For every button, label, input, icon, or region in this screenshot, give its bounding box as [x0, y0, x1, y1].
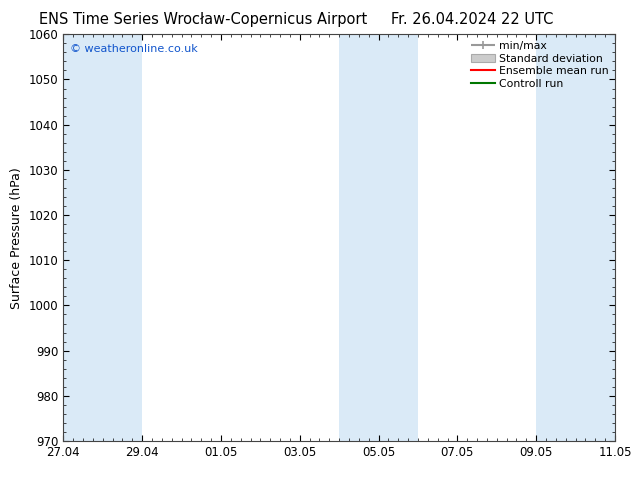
Text: Fr. 26.04.2024 22 UTC: Fr. 26.04.2024 22 UTC [391, 12, 553, 27]
Bar [536, 34, 615, 441]
Text: ENS Time Series Wrocław-Copernicus Airport: ENS Time Series Wrocław-Copernicus Airpo… [39, 12, 367, 27]
Text: © weatheronline.co.uk: © weatheronline.co.uk [70, 45, 198, 54]
Y-axis label: Surface Pressure (hPa): Surface Pressure (hPa) [10, 167, 23, 309]
Legend: min/max, Standard deviation, Ensemble mean run, Controll run: min/max, Standard deviation, Ensemble me… [467, 38, 612, 92]
Bar [63, 34, 103, 441]
Bar [339, 34, 418, 441]
Bar [103, 34, 142, 441]
